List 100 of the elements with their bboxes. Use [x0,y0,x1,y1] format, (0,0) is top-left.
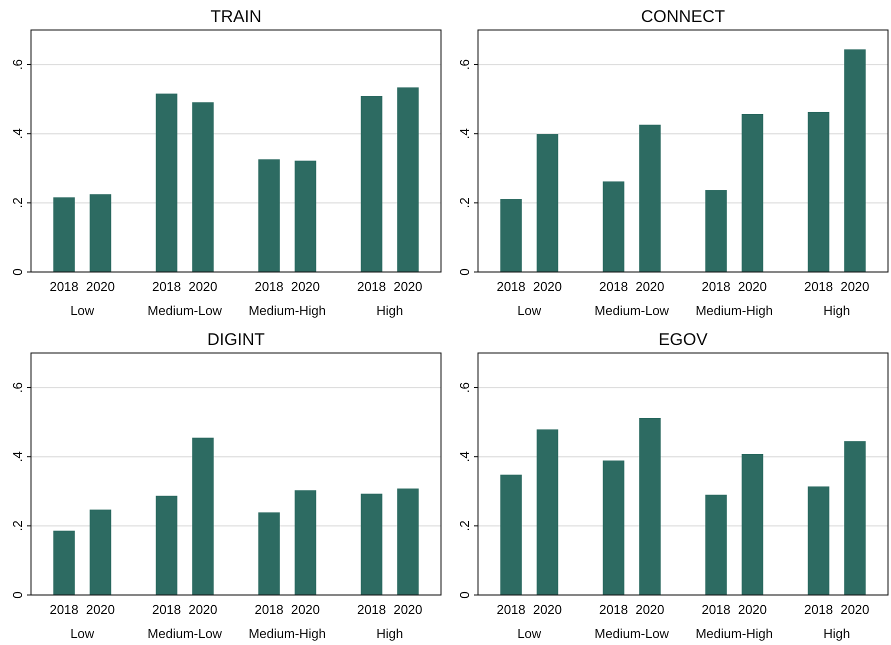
y-tick-label: 0 [10,591,25,599]
x-tick-label: Medium-Low [148,303,223,318]
x-tick-label: Medium-High [248,303,326,318]
y-tick-label: .6 [457,382,472,393]
y-tick-label: .6 [457,59,472,70]
y-tick-label: 0 [457,591,472,599]
bar [705,494,727,595]
bar [397,87,419,272]
series-label: 2018 [496,602,526,617]
x-tick-label: Low [70,303,95,318]
bar [294,490,316,595]
bar [53,197,75,272]
series-label: 2020 [532,279,562,294]
text: 2018 [599,602,628,617]
chart-title: CONNECT [640,7,726,26]
bar [742,114,764,272]
y-tick-label: .4 [457,128,472,140]
series-label: 2020 [188,279,218,294]
text: 2020 [86,279,115,294]
bar [602,181,624,272]
x-tick-label: High [376,303,404,318]
text: 2018 [599,279,628,294]
y-tick-label: .6 [10,59,25,70]
bar [808,486,830,595]
bar [90,510,112,595]
text: 2020 [738,279,767,294]
x-tick-label: Medium-High [696,303,773,318]
text: 2020 [840,279,870,294]
y-tick-label: .4 [457,451,472,462]
text: 2020 [635,279,664,294]
y-tick-label: .6 [10,382,25,393]
text: 2018 [804,279,834,294]
text: 2020 [738,602,767,617]
bar [742,454,764,595]
bar [536,429,558,595]
x-tick-label: Medium-Low [148,626,223,641]
x-tick-label: High [376,626,404,641]
text: 2020 [840,602,870,617]
x-tick-label: Low [517,626,542,641]
text: 2020 [86,602,115,617]
series-label: 2018 [152,279,182,294]
y-tick-label: .4 [10,128,25,140]
chart-title: EGOV [658,330,708,349]
text: 2018 [357,279,386,294]
bar [90,194,112,272]
x-tick-label: Medium-High [248,626,326,641]
x-tick-label: Medium-Low [594,626,670,641]
bar [192,102,214,272]
text: 2020 [393,602,422,617]
series-label: 2018 [496,279,526,294]
chart-title: TRAIN [210,7,262,26]
bar [397,488,419,595]
series-label: 2018 [152,602,182,617]
text: 2018 [804,602,834,617]
x-tick-label: Medium-Low [594,303,670,318]
bar [156,496,178,595]
y-tick-label: .2 [10,197,25,208]
bar [360,494,382,595]
text: 2018 [254,602,284,617]
y-tick-label: 0 [457,268,472,276]
text: 2018 [702,602,731,617]
x-tick-label: Low [70,626,95,641]
text: 2018 [50,602,79,617]
bar [639,124,661,272]
chart-title: DIGINT [207,330,265,349]
text: 2020 [290,602,320,617]
bar [53,530,75,595]
y-tick-label: 0 [10,268,25,276]
bar [808,112,830,272]
series-label: 2020 [532,602,562,617]
x-tick-label: Low [517,303,542,318]
bar [500,199,522,272]
series-label: 2020 [188,602,218,617]
text: 2018 [357,602,386,617]
y-tick-label: .4 [10,451,25,462]
bar [844,49,866,272]
text: 2018 [50,279,79,294]
x-tick-label: High [823,303,850,318]
text: 2020 [393,279,422,294]
text: 2020 [290,279,320,294]
bar [536,134,558,272]
y-tick-label: .2 [10,520,25,532]
y-tick-label: .2 [457,197,472,208]
bar [360,96,382,272]
bar [602,460,624,595]
bar [705,190,727,272]
bar [258,512,280,595]
x-tick-label: High [823,626,850,641]
bar [500,474,522,595]
bar [639,418,661,595]
bar [258,159,280,272]
bar [844,441,866,595]
text: 2018 [702,279,731,294]
x-tick-label: Medium-High [696,626,773,641]
text: 2020 [635,602,664,617]
bar [156,94,178,272]
text: 2018 [254,279,284,294]
y-tick-label: .2 [457,520,472,532]
bar [294,160,316,272]
bar [192,438,214,595]
